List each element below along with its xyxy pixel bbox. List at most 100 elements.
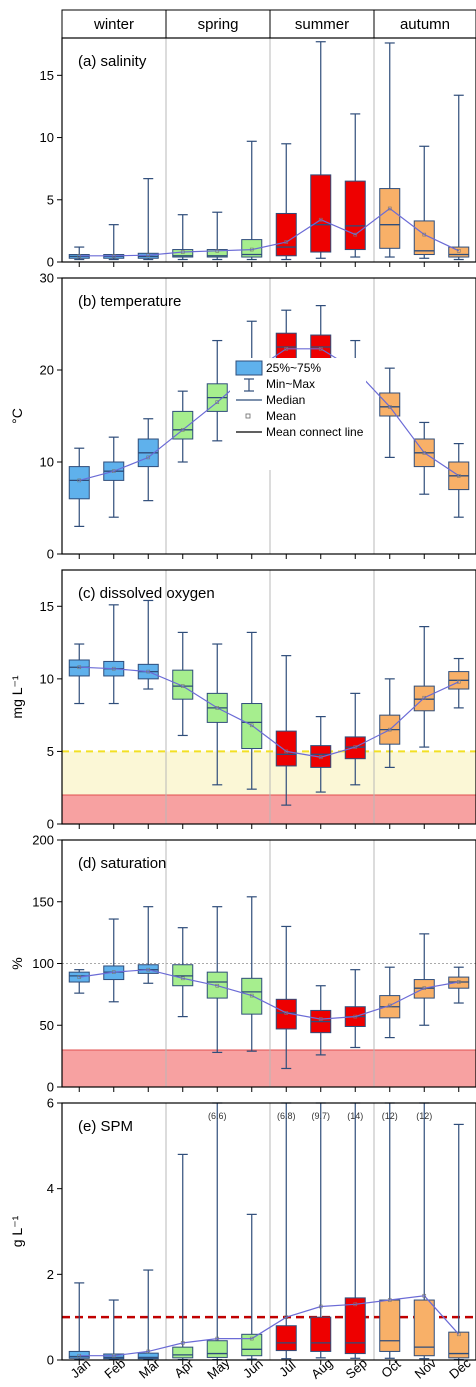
mean-marker: [146, 253, 151, 257]
box-Oct: [379, 188, 401, 249]
mean-marker: [77, 665, 82, 670]
box-Oct: [379, 1299, 401, 1352]
month-label-sep: Sep: [343, 1355, 370, 1381]
season-label-summer: summer: [295, 16, 349, 33]
mean-marker: [318, 1017, 323, 1021]
outlier-annotation: (12): [416, 1111, 432, 1121]
outlier-annotation: (12): [382, 1111, 398, 1121]
mean-marker: [215, 706, 220, 710]
box-Jul: [275, 212, 297, 257]
season-label-winter: winter: [93, 16, 134, 33]
legend-range-label: Min~Max: [266, 377, 315, 391]
box-Jul: [275, 730, 297, 767]
mean-connect-line: [79, 207, 460, 257]
panel-4: 0 50 100 150 200 (d) saturation%: [9, 833, 476, 1095]
mean-marker: [111, 970, 116, 974]
legend-box-swatch: [235, 360, 263, 376]
threshold-band: [62, 751, 476, 795]
y-tick-label: 10: [40, 671, 54, 686]
panel-title: (e) SPM: [78, 1118, 133, 1135]
mean-marker: [77, 1353, 82, 1358]
mean-marker: [318, 347, 323, 351]
month-label-nov: Nov: [412, 1355, 440, 1382]
box-Sep: [344, 180, 366, 251]
mean-marker: [111, 469, 116, 474]
box-Jul: [275, 1325, 297, 1352]
mean-marker: [387, 206, 392, 211]
legend-box-label: 25%~75%: [266, 361, 321, 375]
y-tick-label: 200: [32, 833, 54, 848]
mean-marker: [111, 253, 116, 258]
y-tick-label: 0: [47, 817, 54, 832]
month-label-may: May: [204, 1355, 233, 1383]
box-Aug: [310, 334, 332, 362]
mean-marker: [77, 478, 82, 483]
mean-marker: [318, 217, 323, 222]
month-label-jul: Jul: [276, 1357, 298, 1379]
mean-marker: [146, 1349, 151, 1354]
y-tick-label: 100: [32, 956, 54, 971]
mean-marker: [387, 404, 392, 409]
panel-frame: [61, 1102, 476, 1361]
legend-mean-line-label: Mean connect line: [266, 425, 364, 439]
legend-background: [230, 358, 366, 470]
mean-marker: [353, 745, 358, 749]
y-tick-label: 10: [40, 455, 54, 470]
mean-marker: [215, 983, 220, 988]
mean-marker: [422, 695, 427, 700]
panel-1: 0 5 10 15 (a) salinity: [40, 37, 476, 270]
box-Jun: [241, 1333, 263, 1357]
mean-marker: [456, 473, 461, 478]
mean-marker: [422, 232, 427, 237]
month-label-dec: Dec: [446, 1355, 474, 1382]
mean-marker: [77, 975, 82, 979]
box-Nov: [413, 220, 435, 256]
mean-marker: [353, 1302, 358, 1307]
outlier-annotation: (9.7): [311, 1111, 330, 1121]
y-axis-label: g L⁻¹: [9, 1215, 25, 1247]
box-Sep: [344, 1297, 366, 1355]
y-tick-label: 5: [47, 744, 54, 759]
mean-marker: [111, 1353, 116, 1358]
mean-marker: [318, 1304, 323, 1309]
mean-marker: [111, 666, 116, 671]
mean-marker: [180, 250, 185, 254]
mean-marker: [180, 684, 185, 688]
y-axis-label: °C: [9, 408, 25, 424]
panel-frame: [61, 37, 476, 263]
mean-marker: [215, 400, 220, 405]
panel-frame: [61, 569, 476, 825]
mean-marker: [422, 1293, 427, 1298]
mean-marker: [456, 679, 461, 684]
y-tick-label: 0: [47, 1080, 54, 1095]
mean-marker: [215, 1336, 220, 1341]
mean-marker: [284, 1315, 289, 1319]
mean-marker: [249, 1336, 254, 1341]
box-Nov: [413, 1299, 435, 1357]
mean-marker: [353, 232, 358, 237]
y-tick-label: 10: [40, 130, 54, 145]
mean-connect-line: [79, 969, 459, 1020]
outlier-annotation: (6.8): [277, 1111, 296, 1121]
mean-marker: [387, 1003, 392, 1008]
box-Jan: [68, 971, 90, 983]
panel-5: 0 2 4 6 (e) SPM g L⁻¹ (6.6) (6.8) (9.7) (14) (12) (…: [9, 1096, 476, 1368]
season-label-autumn: autumn: [400, 16, 450, 33]
y-tick-label: 150: [32, 894, 54, 909]
mean-marker: [180, 427, 185, 432]
box-Apr: [172, 410, 194, 440]
panel-3: 0 5 10 15 (c) dissolved oxygen mg L⁻¹: [9, 569, 476, 832]
mean-marker: [146, 967, 151, 972]
mean-marker: [284, 240, 289, 244]
mean-marker: [456, 1332, 461, 1337]
outlier-annotation: (14): [347, 1111, 363, 1121]
mean-marker: [456, 980, 461, 984]
y-tick-label: 5: [47, 192, 54, 207]
mean-marker: [422, 450, 427, 455]
legend-mean-label: Mean: [266, 409, 296, 423]
mean-connect-line: [79, 666, 460, 758]
mean-marker: [249, 247, 254, 252]
box-Aug: [310, 174, 332, 253]
